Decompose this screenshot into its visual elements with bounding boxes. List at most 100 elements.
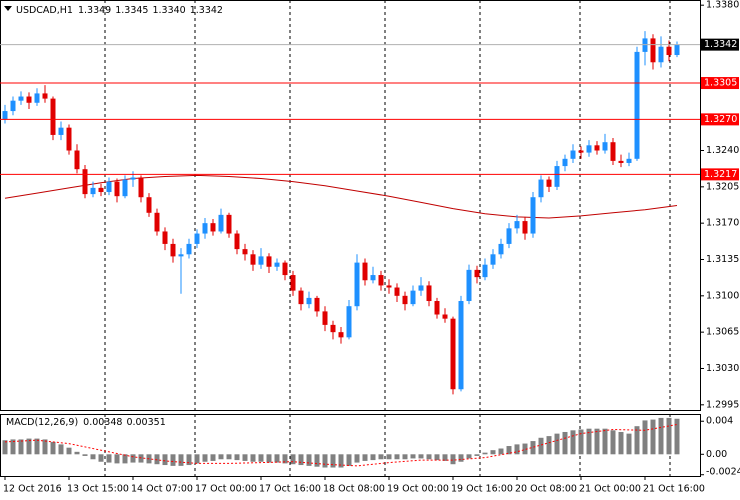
macd-bar: [578, 429, 584, 455]
macd-bar: [498, 448, 504, 455]
candle-body: [74, 150, 80, 170]
candle-body: [274, 262, 280, 267]
x-tick-label: 21 Oct 16:00: [643, 484, 705, 495]
candle-body: [122, 179, 128, 197]
candle-body: [226, 214, 232, 234]
level-box: [701, 168, 739, 181]
macd-bar: [538, 437, 544, 455]
macd-bar: [66, 447, 72, 455]
macd-bar: [642, 420, 648, 455]
macd-bar: [338, 454, 344, 468]
macd-bar: [90, 454, 96, 460]
candle-body: [234, 233, 240, 250]
macd-bar: [490, 450, 496, 455]
candle-body: [386, 285, 392, 288]
macd-bar: [250, 454, 256, 462]
macd-bar: [186, 454, 192, 466]
candle-body: [482, 264, 488, 278]
macd-bar: [514, 444, 520, 455]
candle-body: [514, 221, 520, 229]
macd-panel: [0, 414, 701, 477]
candle-body: [674, 44, 680, 56]
macd-bar: [266, 454, 272, 463]
macd-bar: [586, 428, 592, 455]
macd-bar: [298, 454, 304, 466]
x-tick-label: 19 Oct 16:00: [451, 484, 513, 495]
y-tick-label: -0.00247: [706, 467, 740, 478]
candle-body: [298, 290, 304, 305]
candle-body: [258, 256, 264, 265]
macd-bar: [650, 419, 656, 455]
candle-body: [466, 269, 472, 302]
candle-body: [370, 275, 376, 281]
candle-body: [626, 158, 632, 163]
candle-body: [506, 228, 512, 244]
macd-bar: [466, 454, 472, 459]
candle-body: [90, 187, 96, 195]
macd-bar: [258, 454, 264, 462]
macd-bar: [82, 454, 88, 456]
candle-body: [330, 324, 336, 333]
macd-bar: [50, 441, 56, 455]
candle-body: [402, 295, 408, 305]
candle-body: [658, 46, 664, 63]
macd-bar: [474, 454, 480, 456]
macd-bar: [314, 454, 320, 467]
macd-bar: [34, 438, 40, 455]
candle-body: [594, 145, 600, 151]
candle-body: [66, 127, 72, 151]
candle-body: [546, 179, 552, 187]
macd-bar: [418, 454, 424, 459]
macd-bar: [666, 417, 672, 455]
macd-bar: [114, 454, 120, 464]
candle-body: [474, 269, 480, 278]
candle-body: [314, 297, 320, 312]
y-tick-label: 1.3380: [706, 0, 739, 11]
candle-body: [354, 262, 360, 307]
signal-value: 0.00351: [126, 417, 165, 428]
header-high: 1.3345: [115, 5, 148, 16]
macd-bar: [546, 436, 552, 455]
candle-body: [98, 187, 104, 193]
level-box: [701, 77, 739, 90]
macd-bar: [610, 430, 616, 455]
macd-bar: [10, 439, 16, 455]
candle-body: [162, 231, 168, 244]
x-tick-label: 13 Oct 15:00: [67, 484, 129, 495]
candle-body: [242, 249, 248, 255]
y-tick-label: 0.00: [706, 449, 727, 460]
candle-body: [282, 262, 288, 276]
level-box: [701, 113, 739, 126]
price-panel: [0, 0, 701, 411]
candle-body: [138, 177, 144, 198]
candle-body: [618, 160, 624, 163]
signal-line: [4, 424, 678, 467]
macd-bar: [362, 454, 368, 461]
y-tick-label: 1.3065: [706, 327, 739, 338]
candle-body: [378, 275, 384, 286]
header-low: 1.3340: [152, 5, 185, 16]
price-box: [701, 38, 739, 51]
header-close: 1.3342: [190, 5, 223, 16]
macd-bar: [602, 428, 608, 455]
level-label: 1.3305: [704, 78, 737, 89]
candle-body: [530, 197, 536, 234]
collapse-icon[interactable]: [4, 6, 12, 11]
candle-body: [82, 169, 88, 195]
candle-body: [58, 127, 64, 135]
candle-body: [338, 332, 344, 338]
macd-header: MACD(12,26,9) 0.00348 0.00351: [6, 417, 166, 428]
candle-body: [426, 285, 432, 302]
macd-bar: [242, 454, 248, 461]
candle-body: [362, 262, 368, 281]
macd-bar: [410, 454, 416, 459]
candle-body: [322, 311, 328, 325]
macd-bar: [378, 454, 384, 460]
macd-bar: [106, 454, 112, 463]
macd-bar: [306, 454, 312, 466]
candle-body: [442, 314, 448, 319]
macd-bar: [58, 444, 64, 455]
candle-body: [18, 96, 24, 101]
macd-bar: [162, 454, 168, 466]
